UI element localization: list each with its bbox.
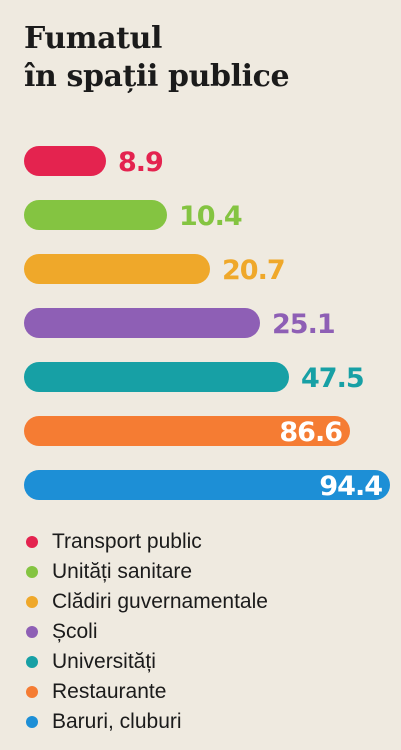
value-label: 8.9 <box>118 147 163 178</box>
legend-item-cladiri-guvernamentale: Clădiri guvernamentale <box>26 587 268 617</box>
bar <box>24 254 210 284</box>
chart-title-line-2: în spații publice <box>24 59 290 94</box>
legend-swatch <box>26 596 38 608</box>
legend-item-baruri-cluburi: Baruri, cluburi <box>26 707 268 737</box>
legend-item-unitati-sanitare: Unități sanitare <box>26 557 268 587</box>
legend-label: Baruri, cluburi <box>52 710 182 733</box>
legend-label: Transport public <box>52 530 202 553</box>
legend-swatch <box>26 716 38 728</box>
legend: Transport public Unități sanitare Clădir… <box>26 527 268 737</box>
chart-title-line-1: Fumatul <box>24 21 163 56</box>
bar <box>24 146 106 176</box>
bar <box>24 470 390 500</box>
legend-swatch <box>26 536 38 548</box>
chart-title: Fumatul în spații publice <box>24 20 290 96</box>
bar <box>24 200 167 230</box>
legend-label: Școli <box>52 620 98 643</box>
bar <box>24 362 289 392</box>
value-label: 10.4 <box>179 201 242 232</box>
value-label: 94.4 <box>319 471 382 502</box>
legend-label: Universități <box>52 650 156 673</box>
legend-swatch <box>26 686 38 698</box>
legend-swatch <box>26 626 38 638</box>
legend-item-universitati: Universități <box>26 647 268 677</box>
legend-swatch <box>26 656 38 668</box>
legend-item-transport-public: Transport public <box>26 527 268 557</box>
bar <box>24 416 350 446</box>
legend-swatch <box>26 566 38 578</box>
legend-item-restaurante: Restaurante <box>26 677 268 707</box>
value-label: 47.5 <box>301 363 364 394</box>
legend-label: Unități sanitare <box>52 560 193 583</box>
value-label: 86.6 <box>279 417 342 448</box>
bar-chart: 8.9 10.4 20.7 25.1 47.5 86.6 94.4 <box>24 146 390 502</box>
legend-item-scoli: Școli <box>26 617 268 647</box>
value-label: 20.7 <box>222 255 285 286</box>
legend-label: Clădiri guvernamentale <box>52 590 268 613</box>
bar <box>24 308 260 338</box>
legend-label: Restaurante <box>52 680 167 703</box>
value-label: 25.1 <box>272 309 335 340</box>
